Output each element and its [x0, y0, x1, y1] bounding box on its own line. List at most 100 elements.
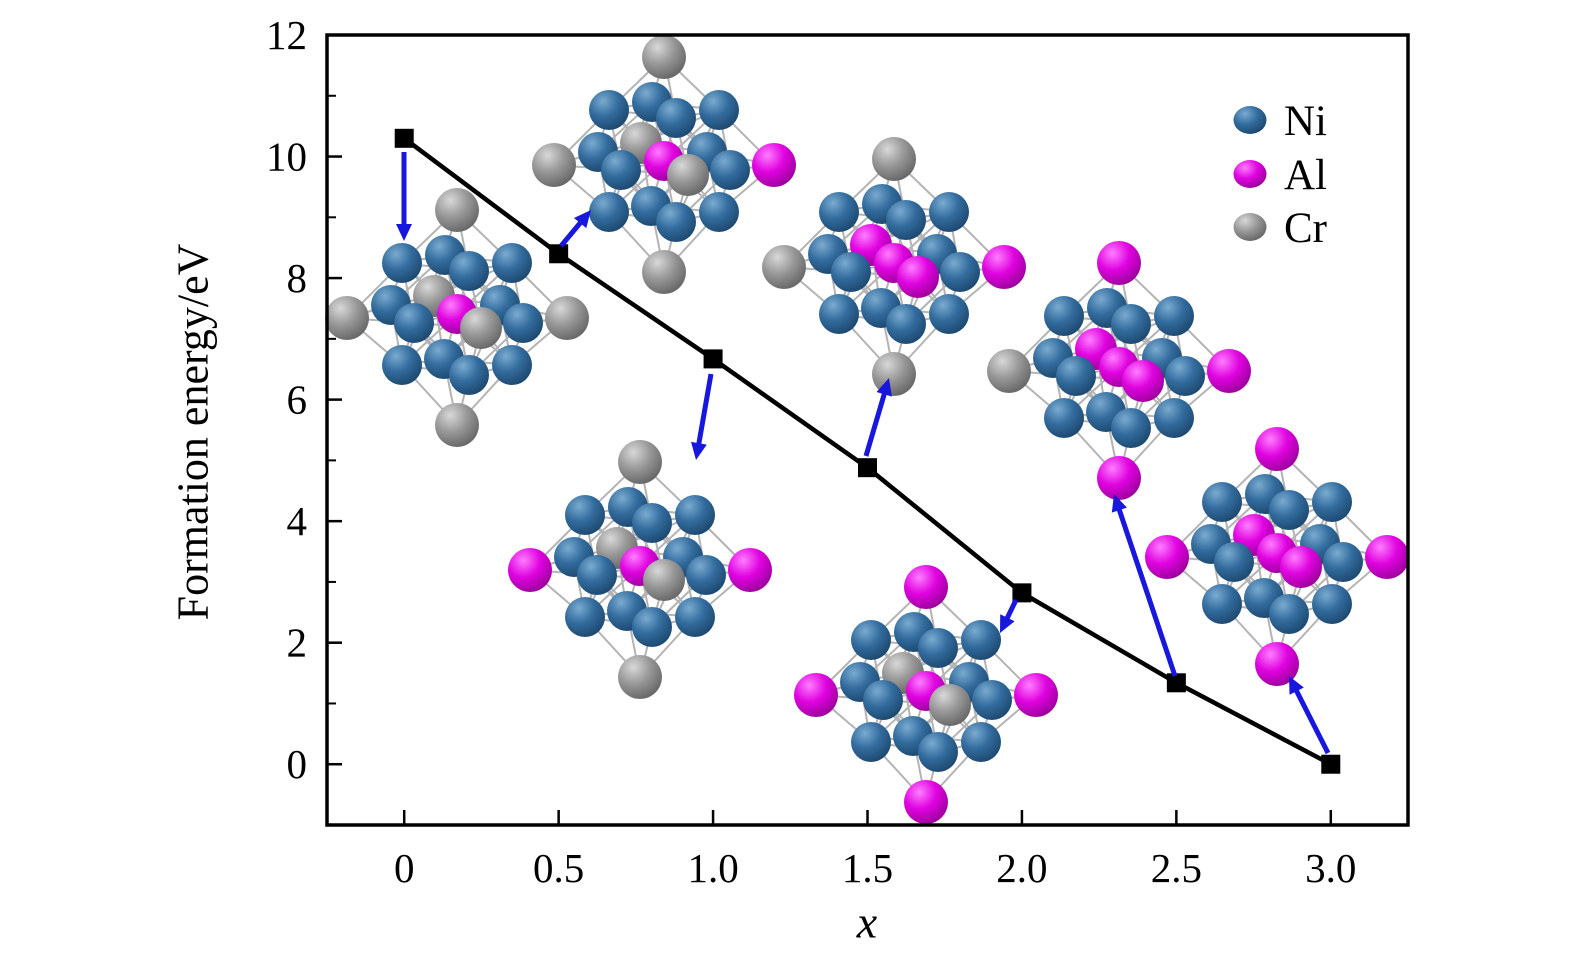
atom-Cr — [618, 655, 662, 699]
cluster-model-x3 — [1145, 427, 1409, 686]
y-tick-label: 12 — [266, 12, 307, 58]
x-tick-label: 2.5 — [1151, 845, 1202, 891]
atom-Ni — [492, 345, 532, 385]
data-point-x1.5 — [858, 458, 877, 478]
atom-Ni — [1165, 356, 1205, 396]
atom-Ni — [972, 680, 1012, 720]
atom-Ni — [394, 303, 434, 343]
atom-Cr — [643, 559, 685, 601]
cluster-model-x0 — [325, 188, 589, 447]
legend-label-Ni: Ni — [1284, 98, 1327, 145]
atom-Ni — [1202, 482, 1242, 522]
atom-Ni — [819, 294, 859, 334]
atom-Ni — [1269, 594, 1309, 634]
atom-Ni — [686, 555, 726, 595]
legend-sphere-Ni — [1233, 106, 1267, 134]
atom-Al — [904, 565, 948, 609]
legend-label-Al: Al — [1284, 152, 1327, 199]
cluster-model-x0.5 — [532, 35, 796, 294]
atom-Ni — [1154, 296, 1194, 336]
atom-Al — [897, 256, 939, 298]
cluster-model-x2.5 — [987, 241, 1251, 500]
atom-Ni — [1312, 584, 1352, 624]
atom-Ni — [565, 495, 605, 535]
atom-Cr — [667, 154, 709, 196]
atom-Al — [904, 780, 948, 824]
atom-Ni — [886, 200, 926, 240]
atom-Cr — [435, 188, 479, 232]
atom-Ni — [601, 150, 641, 190]
atom-Ni — [699, 192, 739, 232]
data-point-x2 — [1012, 583, 1032, 603]
atom-Al — [1097, 456, 1141, 500]
atom-Ni — [1044, 398, 1084, 438]
x-tick-label: 0 — [394, 845, 415, 891]
atom-Cr — [987, 349, 1031, 393]
atom-Ni — [1202, 584, 1242, 624]
atom-Ni — [929, 294, 969, 334]
legend-label-Cr: Cr — [1284, 205, 1327, 252]
atom-Ni — [656, 98, 696, 138]
atom-Al — [1145, 535, 1189, 579]
cluster-arrow-x0 — [396, 152, 412, 241]
atom-Cr — [545, 296, 589, 340]
atom-Al — [1122, 360, 1164, 402]
atom-Al — [508, 548, 552, 592]
atom-Cr — [532, 143, 576, 187]
atom-Ni — [565, 597, 605, 637]
atom-Ni — [1269, 490, 1309, 530]
atom-Cr — [762, 245, 806, 289]
legend-sphere-Cr — [1233, 213, 1267, 241]
atom-Al — [752, 143, 796, 187]
atom-Ni — [886, 304, 926, 344]
cluster-arrow-x1 — [691, 373, 714, 460]
atom-Al — [728, 548, 772, 592]
data-point-x0.5 — [549, 244, 569, 264]
atom-Ni — [675, 495, 715, 535]
y-tick-label: 2 — [287, 620, 308, 666]
atom-Cr — [618, 440, 662, 484]
atom-Ni — [918, 732, 958, 772]
atom-Ni — [492, 243, 532, 283]
cluster-model-x1 — [508, 440, 772, 699]
data-point-x2.5 — [1166, 673, 1186, 693]
x-tick-label: 3.0 — [1305, 845, 1356, 891]
atom-Cr — [642, 35, 686, 79]
atom-Ni — [851, 722, 891, 762]
atom-Ni — [961, 620, 1001, 660]
y-tick-label: 4 — [287, 498, 308, 544]
data-point-x3 — [1321, 754, 1341, 774]
x-axis-title: x — [856, 896, 878, 948]
atom-Ni — [577, 555, 617, 595]
atom-Ni — [675, 597, 715, 637]
atom-Al — [1014, 673, 1058, 717]
atom-Al — [1365, 535, 1409, 579]
x-tick-label: 1.5 — [842, 845, 893, 891]
atom-Al — [1097, 241, 1141, 285]
atom-Ni — [382, 243, 422, 283]
atom-Ni — [449, 355, 489, 395]
atom-Ni — [1056, 356, 1096, 396]
atom-Ni — [918, 628, 958, 668]
atom-Cr — [460, 307, 502, 349]
cluster-arrow-x2 — [1000, 598, 1019, 633]
legend-sphere-Al — [1233, 160, 1267, 188]
atom-Cr — [325, 296, 369, 340]
plot-border — [325, 33, 1410, 827]
atom-Cr — [872, 352, 916, 396]
atom-Ni — [940, 252, 980, 292]
atom-Ni — [929, 192, 969, 232]
x-tick-label: 1.0 — [687, 845, 738, 891]
cluster-arrow-x3 — [1289, 676, 1331, 755]
atom-Cr — [642, 250, 686, 294]
y-tick-label: 8 — [287, 255, 308, 301]
atom-Ni — [589, 192, 629, 232]
atom-Ni — [819, 192, 859, 232]
atom-Ni — [632, 607, 672, 647]
atom-Al — [1280, 546, 1322, 588]
atom-Ni — [831, 252, 871, 292]
atom-Ni — [1214, 542, 1254, 582]
atom-Ni — [1312, 482, 1352, 522]
